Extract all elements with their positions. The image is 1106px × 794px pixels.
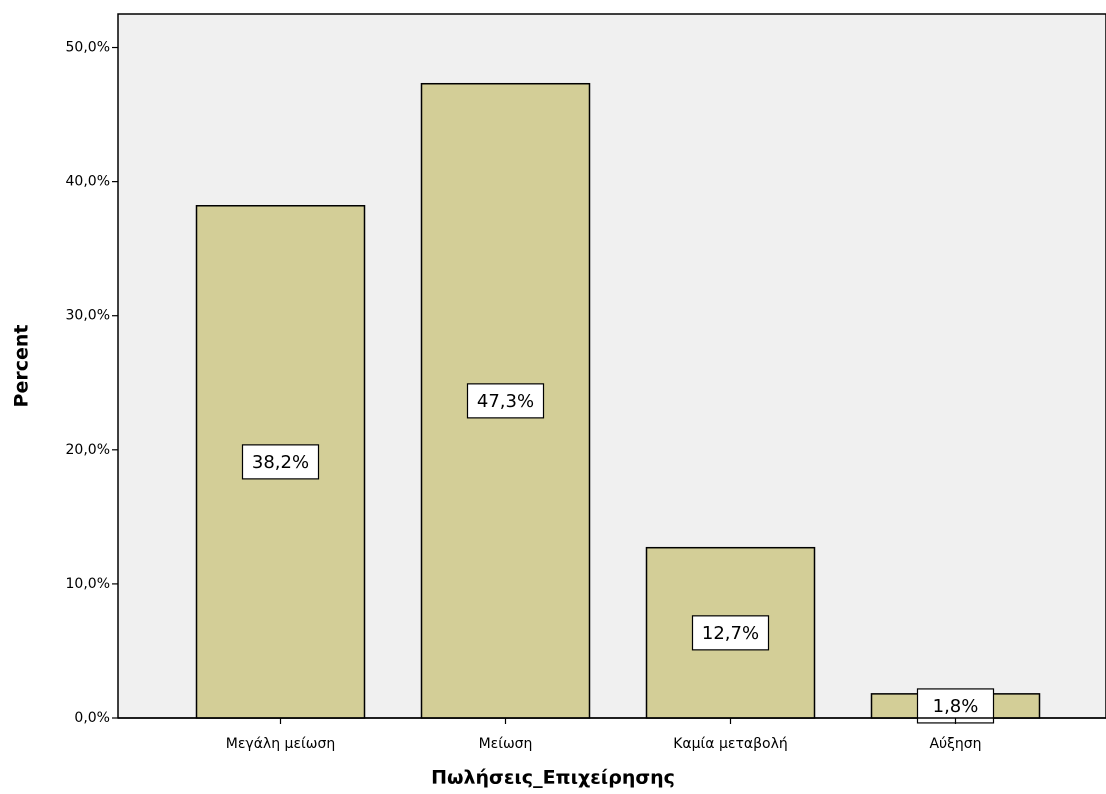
x-axis-title: Πωλήσεις_Επιχείρησης [431, 767, 675, 789]
y-tick-label: 40,0% [66, 174, 110, 190]
x-tick-label: Μεγάλη μείωση [226, 736, 335, 752]
value-label: 38,2% [252, 452, 309, 473]
value-label-box [466, 383, 545, 419]
value-label-box [691, 615, 770, 651]
value-label: 47,3% [477, 391, 534, 412]
y-tick-label: 10,0% [66, 576, 110, 592]
value-label: 1,8% [933, 696, 979, 717]
x-tick-label: Αύξηση [929, 736, 981, 752]
value-label: 12,7% [702, 623, 759, 644]
y-tick-label: 50,0% [66, 40, 110, 56]
y-tick-label: 30,0% [66, 308, 110, 324]
y-tick-label: 20,0% [66, 442, 110, 458]
x-tick-label: Μείωση [479, 736, 533, 752]
x-tick-label: Καμία μεταβολή [673, 736, 788, 752]
y-tick-label: 0,0% [74, 710, 110, 726]
value-label-box [241, 444, 320, 480]
y-axis-title: Percent [11, 325, 33, 408]
